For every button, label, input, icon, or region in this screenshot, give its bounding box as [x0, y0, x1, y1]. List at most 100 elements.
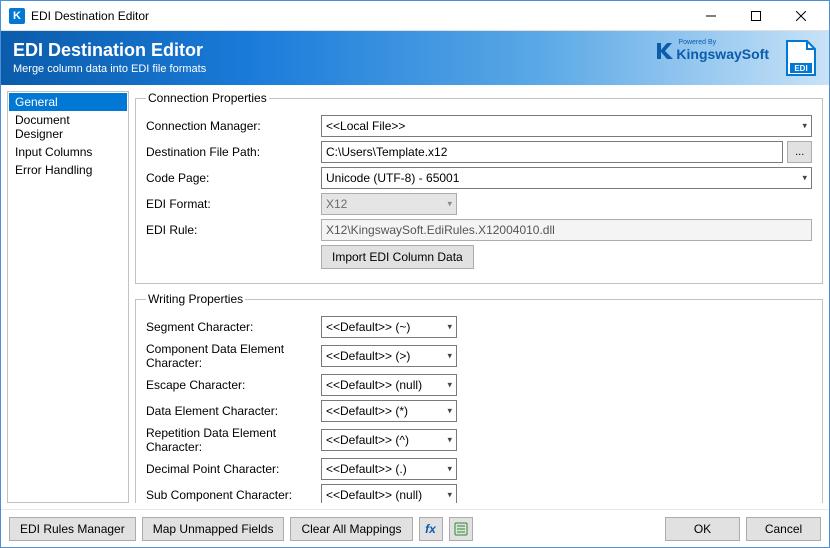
clear-all-mappings-button[interactable]: Clear All Mappings [290, 517, 412, 541]
nav-item-label: Error Handling [15, 163, 92, 177]
dropdown-value: X12 [326, 197, 347, 211]
field-value: X12\KingswaySoft.EdiRules.X12004010.dll [326, 223, 555, 237]
row-repetition-character: Repetition Data Element Character: <<Def… [146, 426, 812, 454]
destination-path-label: Destination File Path: [146, 145, 321, 159]
nav-item-label: Document Designer [15, 113, 70, 141]
decimal-character-label: Decimal Point Character: [146, 462, 321, 476]
logo-icon [654, 40, 676, 62]
import-edi-column-data-button[interactable]: Import EDI Column Data [321, 245, 474, 269]
nav-item-error-handling[interactable]: Error Handling [9, 161, 127, 179]
connection-manager-dropdown[interactable]: <<Local File>> ▾ [321, 115, 812, 137]
segment-character-label: Segment Character: [146, 320, 321, 334]
nav-item-input-columns[interactable]: Input Columns [9, 143, 127, 161]
chevron-down-icon: ▾ [447, 380, 452, 391]
row-code-page: Code Page: Unicode (UTF-8) - 65001 ▾ [146, 167, 812, 189]
row-destination-path: Destination File Path: C:\Users\Template… [146, 141, 812, 163]
chevron-down-icon: ▾ [447, 322, 452, 333]
logo-text: KingswaySoft [676, 46, 769, 62]
code-page-dropdown[interactable]: Unicode (UTF-8) - 65001 ▾ [321, 167, 812, 189]
destination-path-input[interactable]: C:\Users\Template.x12 [321, 141, 783, 163]
fx-icon: fx [425, 522, 436, 536]
writing-properties-legend: Writing Properties [146, 292, 245, 306]
dropdown-value: <<Default>> (~) [326, 320, 410, 334]
banner-text: EDI Destination Editor Merge column data… [13, 41, 206, 75]
chevron-down-icon: ▾ [802, 173, 807, 184]
code-page-label: Code Page: [146, 171, 321, 185]
dropdown-value: <<Default>> (.) [326, 462, 407, 476]
input-value: C:\Users\Template.x12 [326, 145, 447, 159]
fx-button[interactable]: fx [419, 517, 443, 541]
connection-properties-group: Connection Properties Connection Manager… [135, 91, 823, 284]
app-icon: K [9, 8, 25, 24]
row-decimal-character: Decimal Point Character: <<Default>> (.)… [146, 458, 812, 480]
data-element-character-dropdown[interactable]: <<Default>> (*) ▾ [321, 400, 457, 422]
footer: EDI Rules Manager Map Unmapped Fields Cl… [1, 509, 829, 547]
sub-component-character-dropdown[interactable]: <<Default>> (null) ▾ [321, 484, 457, 503]
row-component-character: Component Data Element Character: <<Defa… [146, 342, 812, 370]
row-import-button: Import EDI Column Data [146, 245, 812, 269]
row-edi-rule: EDI Rule: X12\KingswaySoft.EdiRules.X120… [146, 219, 812, 241]
writing-properties-group: Writing Properties Segment Character: <<… [135, 292, 823, 503]
cancel-button[interactable]: Cancel [746, 517, 821, 541]
edi-rules-manager-button[interactable]: EDI Rules Manager [9, 517, 136, 541]
dropdown-value: <<Local File>> [326, 119, 405, 133]
escape-character-dropdown[interactable]: <<Default>> (null) ▾ [321, 374, 457, 396]
browse-button[interactable]: ... [787, 141, 812, 163]
repetition-character-dropdown[interactable]: <<Default>> (^) ▾ [321, 429, 457, 451]
window: K EDI Destination Editor EDI Destination… [0, 0, 830, 548]
edi-file-icon: EDI [785, 39, 817, 77]
component-character-dropdown[interactable]: <<Default>> (>) ▾ [321, 345, 457, 367]
maximize-icon [751, 11, 761, 21]
nav-item-general[interactable]: General [9, 93, 127, 111]
map-unmapped-fields-button[interactable]: Map Unmapped Fields [142, 517, 285, 541]
chevron-down-icon: ▾ [447, 490, 452, 501]
svg-text:EDI: EDI [794, 64, 807, 73]
nav-list: General Document Designer Input Columns … [7, 91, 129, 503]
component-character-label: Component Data Element Character: [146, 342, 321, 370]
button-label: Import EDI Column Data [332, 250, 463, 264]
connection-properties-legend: Connection Properties [146, 91, 269, 105]
chevron-down-icon: ▾ [802, 121, 807, 132]
nav-item-label: General [15, 95, 58, 109]
kingswaysoft-logo: Powered By KingswaySoft [654, 39, 769, 62]
close-button[interactable] [778, 2, 823, 30]
edi-format-dropdown: X12 ▾ [321, 193, 457, 215]
chevron-down-icon: ▾ [447, 351, 452, 362]
ok-button[interactable]: OK [665, 517, 740, 541]
content-panel: Connection Properties Connection Manager… [135, 91, 823, 503]
chevron-down-icon: ▾ [447, 199, 452, 210]
banner-subtitle: Merge column data into EDI file formats [13, 63, 206, 75]
chevron-down-icon: ▾ [447, 406, 452, 417]
window-title: EDI Destination Editor [31, 9, 688, 23]
dropdown-value: <<Default>> (^) [326, 433, 409, 447]
edi-format-label: EDI Format: [146, 197, 321, 211]
data-element-character-label: Data Element Character: [146, 404, 321, 418]
dropdown-value: <<Default>> (*) [326, 404, 408, 418]
row-edi-format: EDI Format: X12 ▾ [146, 193, 812, 215]
chevron-down-icon: ▾ [447, 464, 452, 475]
row-segment-character: Segment Character: <<Default>> (~) ▾ [146, 316, 812, 338]
minimize-icon [706, 11, 716, 21]
list-icon [454, 522, 468, 536]
dropdown-value: <<Default>> (>) [326, 349, 410, 363]
segment-character-dropdown[interactable]: <<Default>> (~) ▾ [321, 316, 457, 338]
maximize-button[interactable] [733, 2, 778, 30]
nav-item-document-designer[interactable]: Document Designer [9, 111, 127, 143]
ellipsis-icon: ... [795, 146, 804, 158]
button-label: Clear All Mappings [301, 522, 401, 536]
dropdown-value: <<Default>> (null) [326, 378, 422, 392]
chevron-down-icon: ▾ [447, 435, 452, 446]
button-label: Map Unmapped Fields [153, 522, 274, 536]
body: General Document Designer Input Columns … [1, 85, 829, 509]
close-icon [796, 11, 806, 21]
banner-title: EDI Destination Editor [13, 41, 206, 61]
decimal-character-dropdown[interactable]: <<Default>> (.) ▾ [321, 458, 457, 480]
list-button[interactable] [449, 517, 473, 541]
row-data-element-character: Data Element Character: <<Default>> (*) … [146, 400, 812, 422]
titlebar: K EDI Destination Editor [1, 1, 829, 31]
minimize-button[interactable] [688, 2, 733, 30]
nav-item-label: Input Columns [15, 145, 92, 159]
dropdown-value: <<Default>> (null) [326, 488, 422, 502]
button-label: EDI Rules Manager [20, 522, 125, 536]
row-sub-component-character: Sub Component Character: <<Default>> (nu… [146, 484, 812, 503]
